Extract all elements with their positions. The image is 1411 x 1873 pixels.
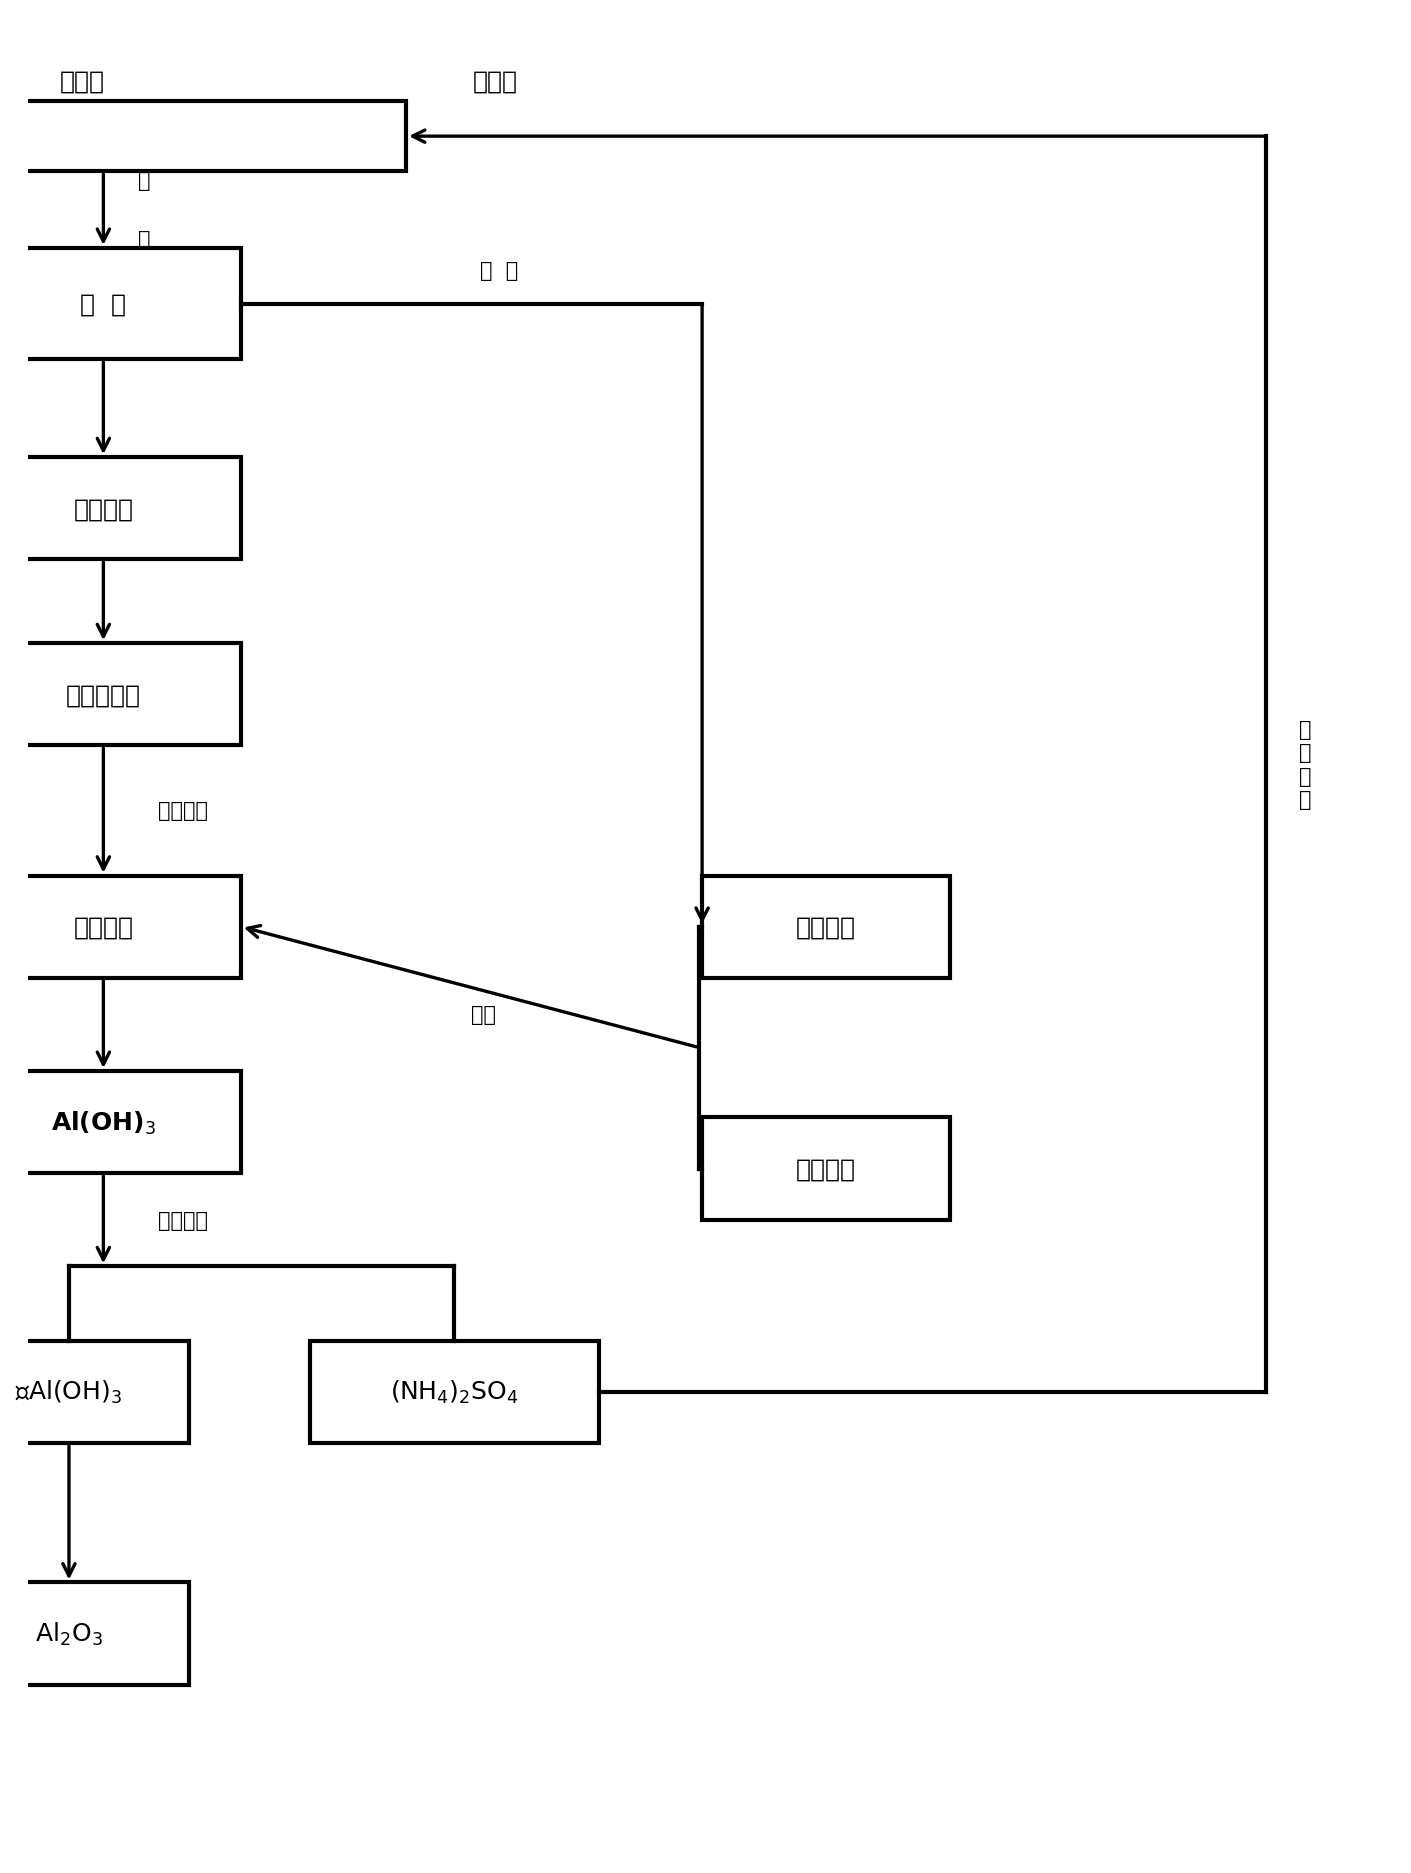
Text: 惰性气体: 惰性气体	[796, 1158, 856, 1180]
Text: 除杂氨气: 除杂氨气	[796, 916, 856, 938]
Bar	[0, 1583, 189, 1686]
Bar	[703, 1118, 950, 1219]
Text: 结晶，干燥: 结晶，干燥	[66, 684, 141, 706]
Text: 铝铵晶体: 铝铵晶体	[158, 802, 209, 820]
Text: 焙  烧: 焙 烧	[80, 292, 127, 317]
Text: 气固反应: 气固反应	[73, 916, 134, 938]
Text: 洗涤过滤: 洗涤过滤	[158, 1210, 209, 1231]
Bar	[0, 1341, 189, 1442]
Text: 压力溶出: 压力溶出	[73, 496, 134, 521]
Text: 硫酸铵: 硫酸铵	[473, 69, 518, 94]
Bar	[0, 457, 241, 560]
Text: Al(OH)$_3$: Al(OH)$_3$	[51, 1109, 155, 1137]
Bar	[0, 249, 241, 360]
Text: 混匀: 混匀	[471, 1004, 497, 1025]
Bar	[0, 877, 241, 978]
Text: 粗Al(OH)$_3$: 粗Al(OH)$_3$	[16, 1379, 123, 1405]
Text: 粒: 粒	[138, 230, 151, 251]
Text: 氨  气: 氨 气	[480, 260, 518, 281]
Bar	[0, 1071, 241, 1174]
Bar	[310, 1341, 598, 1442]
Text: Al$_2$O$_3$: Al$_2$O$_3$	[35, 1620, 103, 1646]
Bar	[703, 877, 950, 978]
Text: (NH$_4$)$_2$SO$_4$: (NH$_4$)$_2$SO$_4$	[391, 1379, 518, 1405]
Text: 造: 造	[138, 170, 151, 191]
Text: 粉煤灰: 粉煤灰	[61, 69, 106, 94]
Bar	[0, 644, 241, 745]
Bar	[0, 101, 406, 172]
Text: 浓
缩
结
晶: 浓 缩 结 晶	[1298, 719, 1311, 809]
